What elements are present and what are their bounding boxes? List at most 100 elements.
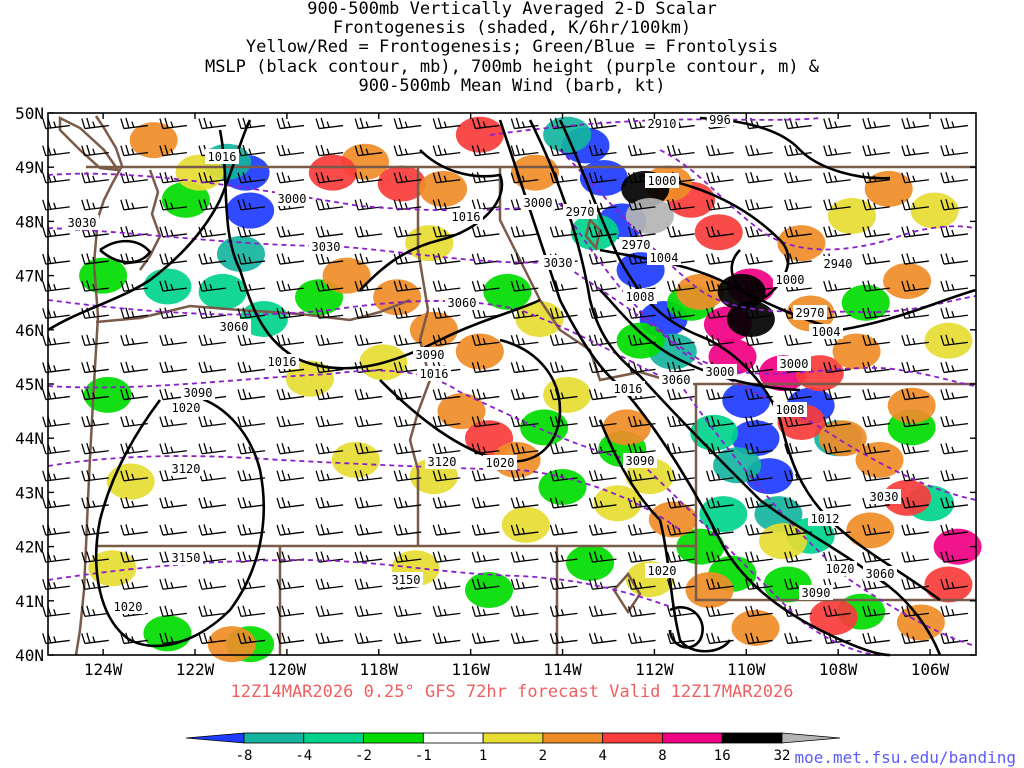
- wind-barb: [588, 280, 617, 292]
- wind-barb: [159, 144, 188, 157]
- wind-barb: [42, 578, 70, 590]
- wind-barb: [276, 605, 305, 617]
- wind-barb: [784, 334, 812, 346]
- pressure-contour-1016-loop: [359, 149, 504, 291]
- wind-barb: [471, 361, 500, 374]
- wind-barb: [588, 226, 617, 238]
- title-line-3: Yellow/Red = Frontogenesis; Green/Blue =…: [245, 37, 779, 58]
- wind-barb: [549, 578, 578, 590]
- wind-barb: [276, 470, 305, 482]
- wind-barb: [198, 497, 227, 509]
- wind-barb: [276, 253, 305, 265]
- wind-barb: [549, 307, 578, 319]
- wind-barb: [159, 605, 188, 617]
- height-label-bg: [777, 356, 811, 371]
- wind-barb: [823, 470, 851, 482]
- wind-barb: [81, 388, 109, 401]
- wind-barb: [393, 524, 422, 536]
- height-label-bg: [799, 585, 833, 600]
- wind-barb: [862, 605, 890, 617]
- forecast-run-label: 12Z14MAR2026 0.25° GFS 72hr forecast Val…: [230, 682, 794, 702]
- wind-barb: [354, 551, 383, 563]
- wind-barb: [393, 415, 422, 428]
- wind-barb: [706, 605, 734, 617]
- wind-barb: [237, 632, 266, 645]
- wind-barb: [510, 442, 539, 455]
- wind-barb: [510, 388, 539, 401]
- wind-barb: [471, 280, 500, 292]
- wind-barb: [901, 551, 929, 563]
- mslp-label-bg: [169, 400, 203, 415]
- wind-barb: [120, 334, 148, 346]
- wind-barb: [627, 524, 656, 536]
- wind-barb: [784, 226, 812, 238]
- wind-barb: [354, 253, 383, 265]
- wind-barb: [510, 144, 539, 157]
- y-tick-label: 46N: [15, 321, 44, 340]
- wind-barb: [354, 307, 383, 319]
- wind-barb: [198, 117, 227, 130]
- frontogenesis-cell: [570, 214, 619, 251]
- colorbar-high-arrow: [781, 732, 841, 744]
- height-label-bg: [445, 295, 479, 310]
- wind-barb: [159, 307, 188, 319]
- height-label-bg: [793, 305, 827, 320]
- frontogenesis-cell: [579, 160, 628, 197]
- wind-barb: [940, 551, 969, 563]
- wind-barb: [588, 632, 617, 645]
- mslp-label-bg: [111, 599, 145, 614]
- height-contour-2910: [489, 117, 821, 136]
- wind-barb: [276, 280, 305, 292]
- wind-barb: [471, 632, 500, 645]
- wind-barb: [745, 415, 773, 428]
- wind-barb: [237, 334, 266, 346]
- colorbar-swatch: [482, 732, 544, 744]
- wind-barb: [745, 442, 773, 455]
- mslp-label-bg: [647, 250, 681, 265]
- wind-barb: [198, 605, 227, 617]
- height-label: 3030: [312, 240, 341, 254]
- wind-barb: [627, 551, 656, 563]
- site-link[interactable]: moe.met.fsu.edu/banding: [794, 748, 1016, 767]
- wind-barb: [901, 388, 929, 401]
- wind-barb: [120, 497, 148, 509]
- wind-barb: [237, 199, 266, 211]
- y-tick-label: 41N: [15, 592, 44, 611]
- wind-barb: [784, 415, 812, 428]
- wind-barb: [901, 361, 929, 374]
- wind-barb: [549, 632, 578, 645]
- frontogenesis-cell: [543, 376, 592, 413]
- wind-barb: [42, 117, 70, 130]
- height-label-bg: [169, 461, 203, 476]
- wind-barb: [510, 632, 539, 645]
- wind-barb: [81, 280, 109, 292]
- wind-barb: [432, 470, 461, 482]
- wind-barb: [315, 199, 344, 211]
- mslp-label-bg: [611, 381, 645, 396]
- wind-barb: [159, 334, 188, 346]
- wind-barb: [354, 144, 383, 157]
- wind-barb: [198, 253, 227, 265]
- height-label: 3000: [524, 196, 553, 210]
- colorbar-label: 1: [479, 748, 487, 764]
- y-tick-label: 49N: [15, 158, 44, 177]
- frontogenesis-cell: [419, 170, 468, 207]
- colorbar: -8 -4 -2 -1 1 2 4 8 16 32: [185, 732, 841, 764]
- height-contour-3090: [47, 369, 881, 656]
- wind-barb: [901, 415, 929, 428]
- chart-title: 900-500mb Vertically Averaged 2-D Scalar…: [0, 0, 1024, 96]
- wind-barb: [42, 388, 70, 401]
- wind-barb: [510, 470, 539, 482]
- wind-barb: [393, 280, 422, 292]
- border-ut-wy: [694, 546, 976, 602]
- wind-barb: [471, 144, 500, 157]
- wind-barb: [315, 226, 344, 238]
- wind-barb: [432, 117, 461, 130]
- pressure-contour-1004-b: [599, 289, 801, 392]
- wind-barb: [276, 226, 305, 238]
- wind-barb: [276, 334, 305, 346]
- colorbar-swatch: [243, 732, 305, 744]
- height-label: 3120: [428, 455, 457, 469]
- y-tick-label: 40N: [15, 646, 44, 665]
- wind-barb: [666, 578, 695, 590]
